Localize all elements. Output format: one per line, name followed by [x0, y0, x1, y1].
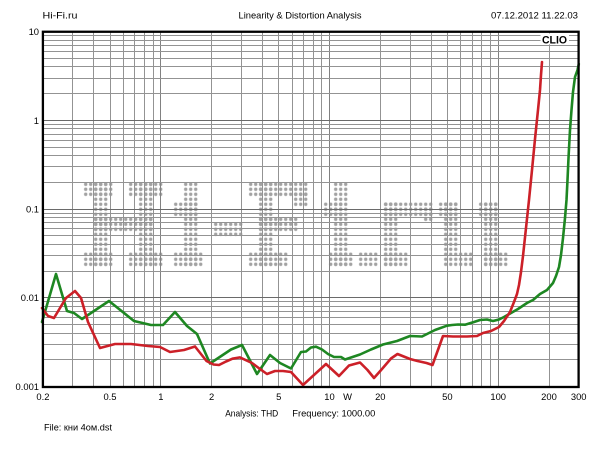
svg-text:20: 20 — [375, 391, 385, 402]
svg-text:0.01: 0.01 — [21, 292, 39, 303]
svg-text:100: 100 — [490, 391, 506, 402]
svg-text:10: 10 — [29, 26, 39, 37]
svg-text:50: 50 — [442, 391, 452, 402]
svg-text:0.2: 0.2 — [36, 391, 49, 402]
svg-text:1: 1 — [34, 115, 39, 126]
svg-text:2: 2 — [209, 391, 214, 402]
svg-text:File: кни 4ом.dst: File: кни 4ом.dst — [44, 422, 112, 433]
svg-text:07.12.2012 11.22.03: 07.12.2012 11.22.03 — [491, 10, 578, 21]
svg-text:300: 300 — [571, 391, 587, 402]
svg-text:200: 200 — [541, 391, 557, 402]
svg-text:10: 10 — [324, 391, 334, 402]
svg-text:Linearity & Distortion Analysi: Linearity & Distortion Analysis — [239, 10, 362, 21]
svg-text:1: 1 — [158, 391, 163, 402]
svg-text:W: W — [343, 391, 352, 402]
svg-text:CLIO: CLIO — [542, 34, 567, 46]
svg-text:0.1: 0.1 — [26, 204, 39, 215]
svg-text:Hi-Fi.ru: Hi-Fi.ru — [43, 10, 78, 21]
svg-text:Analysis: THD: Analysis: THD — [225, 408, 278, 419]
svg-text:0.001: 0.001 — [16, 381, 39, 392]
svg-text:0.5: 0.5 — [103, 391, 116, 402]
svg-text:5: 5 — [276, 391, 281, 402]
svg-text:Frequency: 1000.00: Frequency: 1000.00 — [292, 408, 375, 419]
